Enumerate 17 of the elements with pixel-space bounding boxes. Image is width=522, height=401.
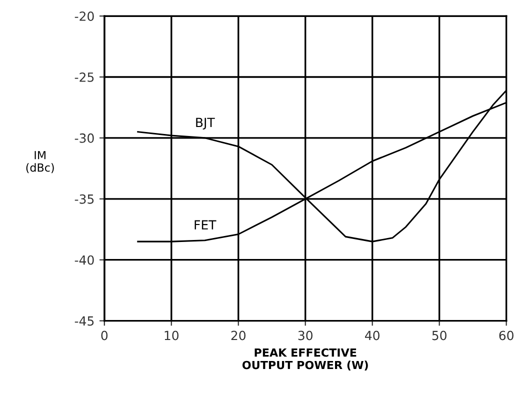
- series-label: BJT: [196, 118, 215, 130]
- x-tick-label: 50: [432, 330, 446, 340]
- x-tick-label: 10: [164, 330, 179, 340]
- y-tick-label: -30: [74, 133, 94, 143]
- y-tick-label: -25: [74, 72, 94, 82]
- y-axis-title: IM (dBc): [26, 151, 54, 174]
- x-tick-label: 20: [231, 330, 246, 340]
- x-tick-label: 0: [101, 330, 108, 340]
- x-axis-title: PEAK EFFECTIVE OUTPUT POWER (W): [242, 348, 368, 371]
- y-tick-label: -45: [74, 316, 94, 326]
- y-tick-label: -35: [74, 194, 94, 204]
- x-tick-label: 60: [499, 330, 514, 340]
- series-label: FET: [194, 220, 216, 230]
- x-tick-label: 30: [298, 330, 312, 340]
- y-tick-label: -20: [74, 12, 94, 21]
- y-tick-label: -40: [74, 255, 94, 265]
- x-tick-label: 40: [365, 330, 380, 340]
